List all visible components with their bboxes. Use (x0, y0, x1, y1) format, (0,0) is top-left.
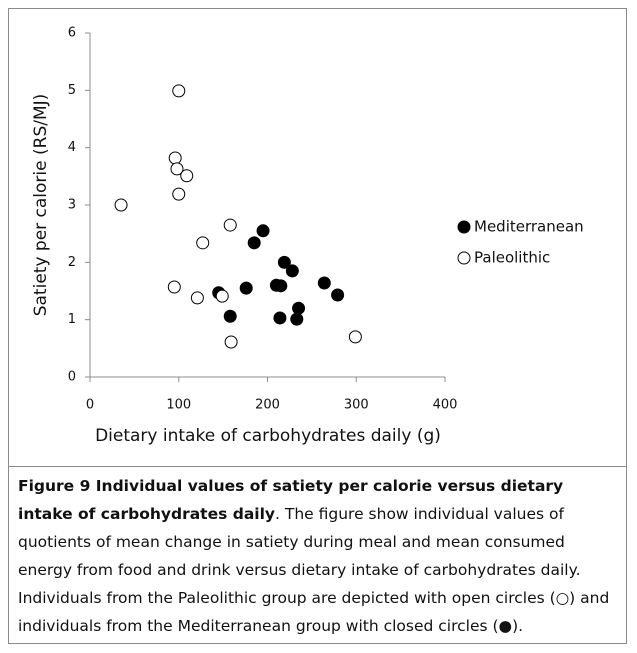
y-tick-label: 3 (68, 198, 76, 213)
chart: Dietary intake of carbohydrates daily (g… (31, 26, 584, 447)
point (239, 281, 253, 295)
point (196, 236, 210, 250)
point (224, 335, 238, 349)
y-tick-label: 6 (68, 26, 76, 41)
point (167, 280, 181, 294)
x-tick-label: 200 (255, 398, 280, 413)
point (273, 311, 287, 325)
y-tick-label: 4 (68, 140, 76, 155)
point (317, 276, 331, 290)
point (348, 330, 362, 344)
y-tick-label: 2 (68, 255, 76, 270)
point (180, 169, 194, 183)
point (170, 162, 184, 176)
legend-marker (457, 220, 471, 234)
point (172, 187, 186, 201)
y-tick-label: 5 (68, 83, 76, 98)
separator (9, 466, 626, 467)
point (168, 151, 182, 165)
caption: Figure 9 Individual values of satiety pe… (18, 472, 620, 640)
point (114, 198, 128, 212)
y-tick-label: 0 (68, 370, 76, 385)
x-tick-label: 100 (166, 398, 191, 413)
point (172, 84, 186, 98)
point (274, 279, 288, 293)
legend-label: Paleolithic (474, 249, 550, 267)
point (292, 301, 306, 315)
caption-text: . The figure show individual values of q… (18, 505, 610, 635)
point (290, 312, 304, 326)
y-axis-title: Satiety per calorie (RS/MJ) (31, 94, 51, 317)
point (331, 288, 345, 302)
x-axis-title: Dietary intake of carbohydrates daily (g… (95, 426, 441, 446)
point (223, 218, 237, 232)
y-tick-label: 1 (68, 312, 76, 327)
point (247, 236, 261, 250)
x-tick-label: 0 (86, 398, 94, 413)
point (215, 289, 229, 303)
point (190, 291, 204, 305)
x-tick-label: 400 (433, 398, 458, 413)
point (277, 255, 291, 269)
point (223, 309, 237, 323)
point (285, 264, 299, 278)
figure-frame (8, 8, 627, 644)
point (256, 224, 270, 238)
legend-label: Mediterranean (474, 218, 584, 236)
x-tick-label: 300 (344, 398, 369, 413)
legend-marker (457, 251, 471, 265)
caption-title: Figure 9 Individual values of satiety pe… (18, 477, 564, 523)
